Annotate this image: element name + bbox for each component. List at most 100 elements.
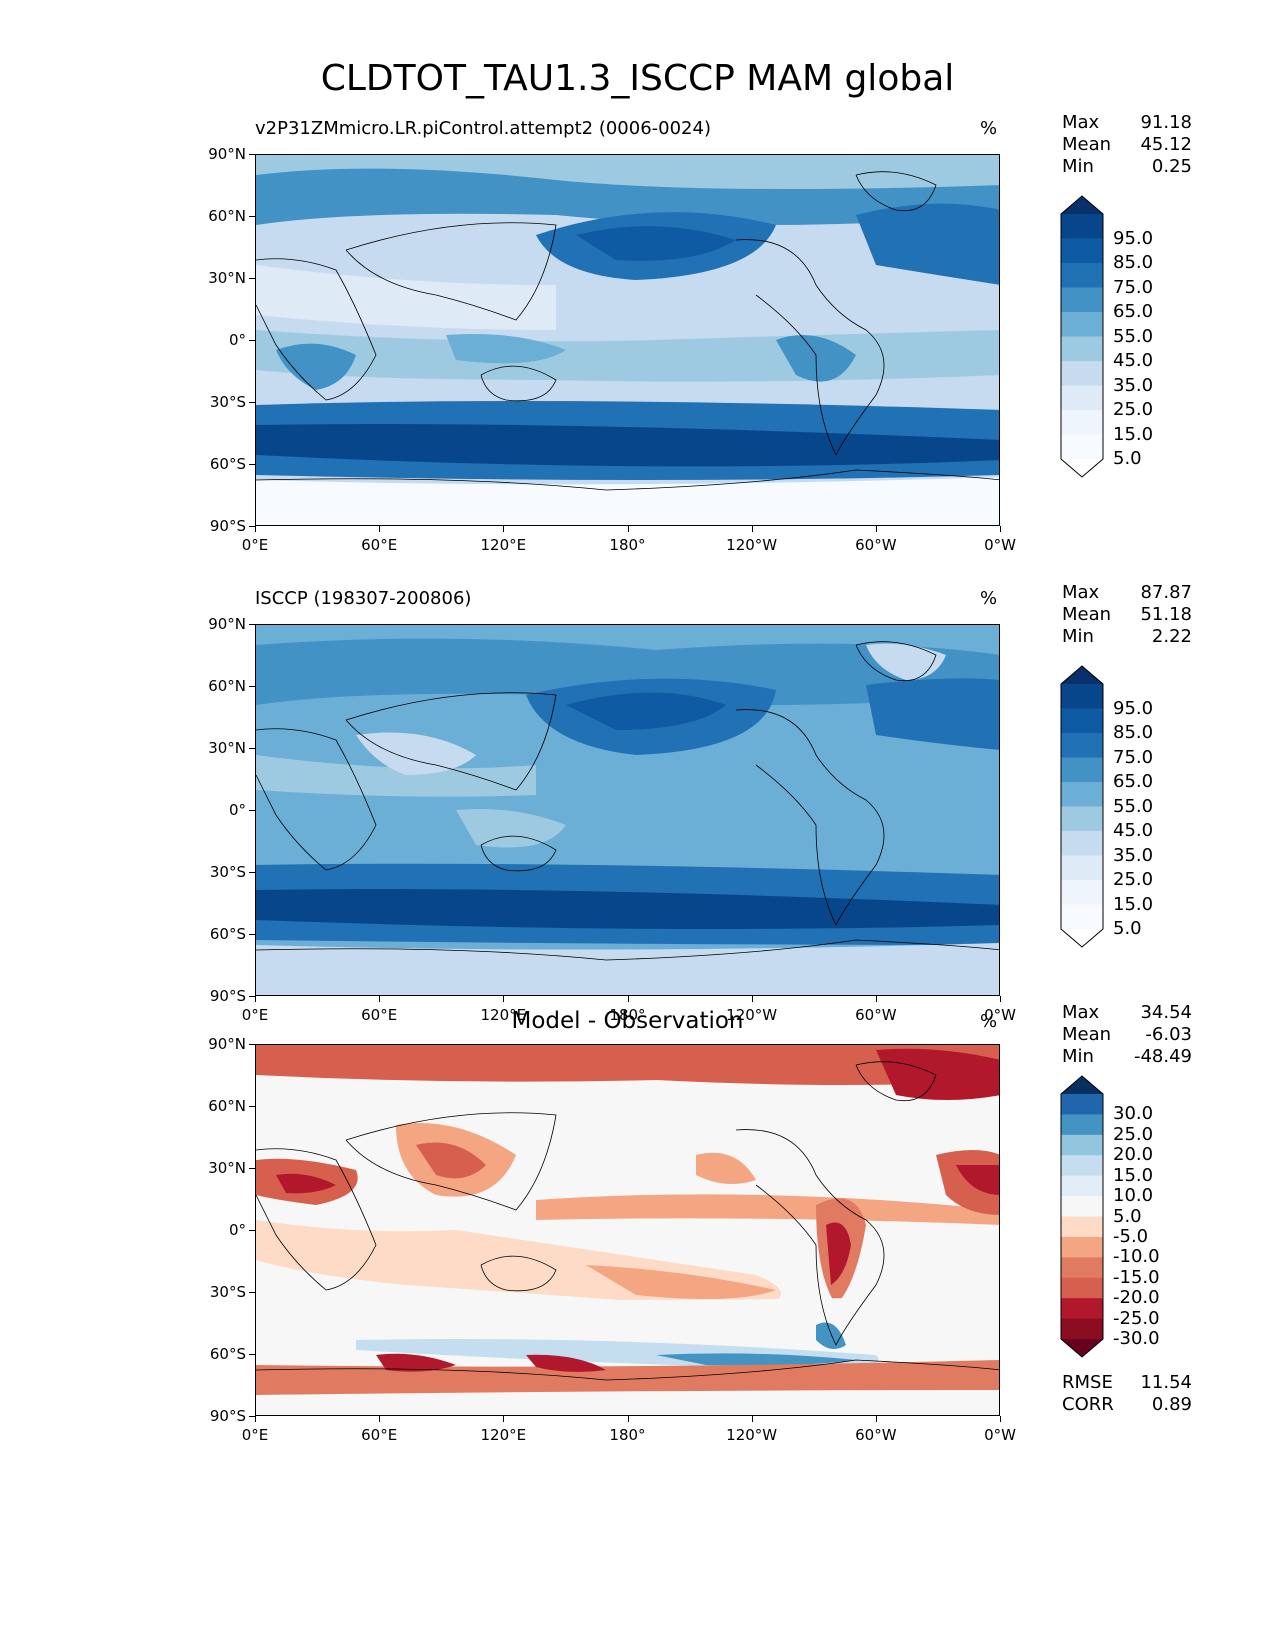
- stat-label: Max: [1062, 582, 1100, 603]
- latitude-tick-mark: [249, 1168, 255, 1169]
- units-label: %: [980, 1011, 998, 1032]
- latitude-tick-mark: [249, 402, 255, 403]
- longitude-tick-label: 60°E: [361, 1426, 398, 1444]
- longitude-tick-mark: [1000, 996, 1001, 1002]
- units-label: %: [980, 588, 998, 609]
- longitude-tick-mark: [379, 1416, 381, 1422]
- longitude-tick-mark: [255, 526, 256, 532]
- colorbar-tick-label: 10.0: [1113, 1185, 1154, 1207]
- longitude-tick-label: 120°W: [726, 536, 778, 554]
- panel-observation: ISCCP (198307-200806) %: [0, 470, 1275, 996]
- stat-value: 87.87: [1140, 582, 1192, 603]
- colorbar-extend-max: [1061, 666, 1103, 684]
- colorbar-tick-label: 65.0: [1113, 771, 1154, 792]
- stat-label: Mean: [1062, 134, 1112, 155]
- colorbar-tick-label: -25.0: [1113, 1307, 1160, 1329]
- colorbar-extend-max: [1061, 1076, 1103, 1094]
- stat-value: 45.12: [1140, 134, 1192, 155]
- longitude-tick-mark: [503, 996, 505, 1002]
- longitude-tick-mark: [255, 996, 256, 1002]
- stat-value: 0.89: [1151, 1394, 1192, 1415]
- latitude-tick-label: 60°N: [208, 1097, 246, 1115]
- colorbar-swatch: [1061, 880, 1103, 905]
- stat-label: Max: [1062, 112, 1100, 133]
- map-plot: [255, 1044, 1000, 1416]
- colorbar-tick-label: 15.0: [1113, 893, 1154, 915]
- latitude-tick-label: 30°S: [209, 863, 246, 881]
- latitude-tick-label: 60°S: [209, 455, 246, 473]
- longitude-tick-label: 120°E: [480, 536, 527, 554]
- latitude-tick-mark: [249, 810, 255, 811]
- latitude-tick-mark: [249, 526, 255, 527]
- longitude-tick-label: 180°: [609, 1006, 646, 1024]
- units-label: %: [980, 118, 998, 139]
- latitude-tick-label: 90°N: [208, 1035, 246, 1053]
- longitude-tick-mark: [627, 526, 629, 532]
- latitude-tick-label: 60°S: [209, 925, 246, 943]
- colorbar-swatch: [1061, 684, 1103, 709]
- colorbar-tick-label: 15.0: [1113, 423, 1154, 445]
- latitude-tick-label: 90°S: [209, 517, 246, 535]
- colorbar-swatch: [1061, 1236, 1103, 1258]
- longitude-tick-mark: [627, 996, 629, 1002]
- colorbar-tick-label: 55.0: [1113, 795, 1154, 817]
- error-stats: RMSE 11.54 CORR 0.89: [1062, 1372, 1192, 1416]
- colorbar-tick-label: 20.0: [1113, 1144, 1154, 1166]
- colorbar-swatch: [1061, 410, 1103, 435]
- latitude-tick-mark: [249, 1044, 255, 1045]
- latitude-tick-label: 30°N: [208, 269, 246, 287]
- longitude-tick-mark: [875, 996, 877, 1002]
- longitude-tick-label: 120°W: [726, 1006, 778, 1024]
- latitude-tick-mark: [249, 464, 255, 465]
- colorbar-swatch: [1061, 1175, 1103, 1197]
- longitude-tick-label: 60°E: [361, 536, 398, 554]
- longitude-tick-label: 180°: [609, 536, 646, 554]
- latitude-tick-mark: [249, 154, 255, 155]
- longitude-tick-mark: [875, 526, 877, 532]
- stat-value: -6.03: [1145, 1024, 1192, 1045]
- colorbar-swatch: [1061, 708, 1103, 734]
- longitude-tick-label: 0°E: [241, 536, 269, 554]
- longitude-tick-mark: [1000, 1416, 1001, 1422]
- stat-value: -48.49: [1133, 1046, 1192, 1067]
- colorbar-tick-label: 5.0: [1113, 1205, 1142, 1227]
- colorbar-outline: [1060, 1075, 1104, 1358]
- latitude-tick-label: 90°S: [209, 1407, 246, 1425]
- colorbar-swatch: [1061, 1277, 1103, 1299]
- colorbar-tick-label: 25.0: [1113, 1123, 1154, 1145]
- colorbar-tick-label: 55.0: [1113, 325, 1154, 347]
- latitude-tick-label: 60°S: [209, 1345, 246, 1363]
- latitude-tick-label: 30°S: [209, 1283, 246, 1301]
- colorbar-tick-label: 25.0: [1113, 869, 1154, 890]
- map-field: [256, 1045, 999, 1415]
- colorbar-tick-label: 75.0: [1113, 276, 1154, 298]
- colorbar: [1060, 1075, 1104, 1362]
- longitude-tick-label: 60°W: [855, 536, 897, 554]
- longitude-tick-label: 0°W: [984, 1006, 1016, 1024]
- latitude-tick-label: 60°N: [208, 677, 246, 695]
- longitude-tick-label: 120°E: [480, 1006, 527, 1024]
- latitude-tick-mark: [249, 1354, 255, 1355]
- colorbar-tick-label: -15.0: [1113, 1266, 1160, 1288]
- longitude-tick-label: 120°E: [480, 1426, 527, 1444]
- colorbar-swatch: [1061, 1134, 1103, 1156]
- colorbar-swatch: [1061, 904, 1103, 930]
- colorbar-tick-label: 75.0: [1113, 746, 1154, 768]
- latitude-tick-mark: [249, 686, 255, 687]
- longitude-tick-label: 60°W: [855, 1426, 897, 1444]
- stat-label: CORR: [1062, 1394, 1114, 1415]
- longitude-tick-label: 0°E: [241, 1006, 269, 1024]
- colorbar-swatch: [1061, 214, 1103, 239]
- colorbar-tick-label: 25.0: [1113, 399, 1154, 420]
- colorbar-swatch: [1061, 806, 1103, 832]
- latitude-tick-mark: [249, 1292, 255, 1293]
- colorbar-swatches: [1060, 665, 1104, 948]
- colorbar-swatch: [1061, 434, 1103, 460]
- stat-label: Min: [1062, 1046, 1094, 1067]
- latitude-tick-mark: [249, 1416, 255, 1417]
- panel-title: v2P31ZMmicro.LR.piControl.attempt2 (0006…: [255, 118, 711, 139]
- longitude-tick-mark: [1000, 526, 1001, 532]
- longitude-tick-mark: [751, 996, 753, 1002]
- stat-label: Min: [1062, 156, 1094, 177]
- colorbar-tick-label: 5.0: [1113, 448, 1142, 469]
